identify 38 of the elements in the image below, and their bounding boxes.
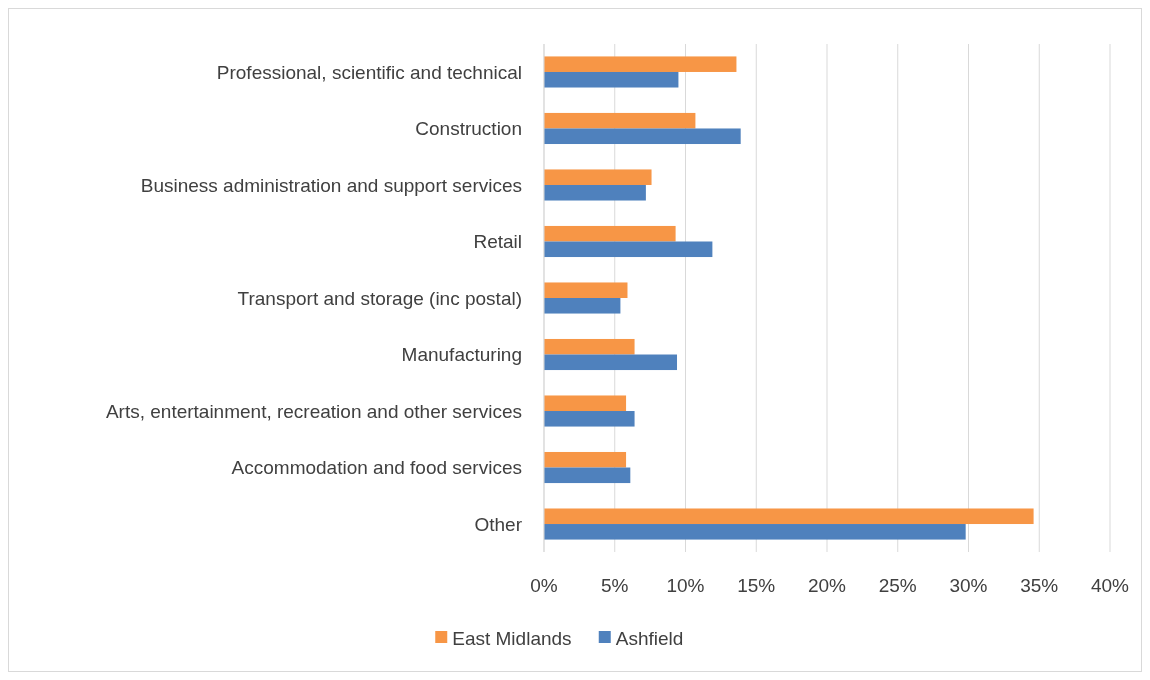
bar [544,241,713,258]
legend-label: Ashfield [615,627,684,649]
bar [544,184,646,201]
x-tick-label: 35% [1020,575,1059,596]
legend-label: East Midlands [452,627,572,649]
x-tick-label: 5% [601,575,629,596]
y-tick-label: Arts, entertainment, recreation and other services [105,400,522,422]
bar [544,524,966,540]
bar [544,395,627,412]
y-tick-label: Transport and storage (inc postal) [237,287,522,309]
y-tick-label: Business administration and support services [140,174,522,196]
y-tick-label: Construction [415,118,522,140]
x-tick-label: 20% [807,575,847,596]
bar [544,225,676,242]
bar [544,354,678,371]
bar [544,451,627,468]
bar [544,169,652,185]
y-tick-label: Manufacturing [401,344,522,366]
y-tick-label: Accommodation and food services [231,457,522,479]
bar [544,411,635,427]
bar [544,128,741,145]
y-tick-label: Other [474,513,523,535]
x-tick-label: 15% [737,575,776,596]
bar [544,467,631,484]
bar [544,112,696,129]
y-tick-label: Retail [473,231,522,253]
bar [544,71,679,88]
x-tick-label: 0% [530,575,558,596]
x-tick-label: 30% [949,575,988,596]
y-tick-label: Professional, scientific and technical [216,61,522,83]
x-tick-label: 25% [878,575,917,596]
x-tick-label: 10% [666,575,705,596]
bar [544,282,628,298]
bar [544,298,621,314]
bar [544,56,737,72]
x-tick-label: 40% [1090,575,1130,596]
bar [544,338,635,355]
bar [544,508,1034,525]
